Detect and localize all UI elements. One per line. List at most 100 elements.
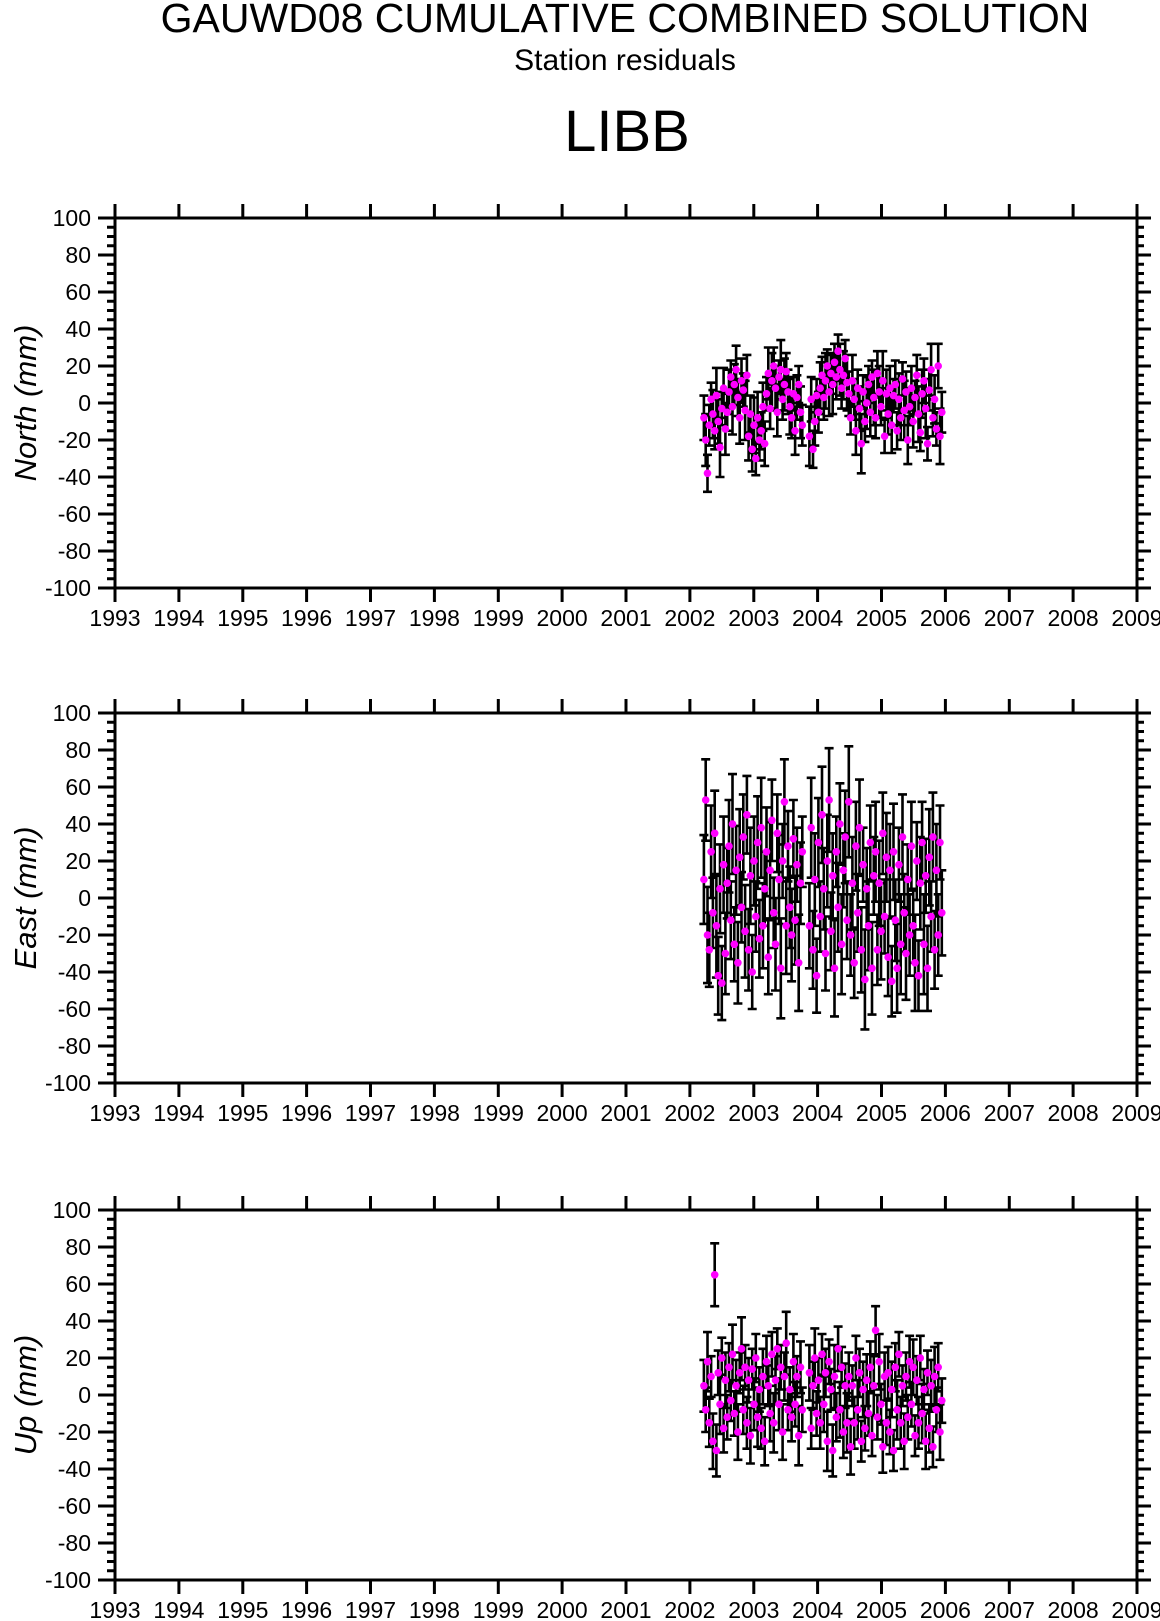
axis-ticks — [98, 1196, 1151, 1594]
data-point — [889, 1446, 898, 1455]
data-point — [929, 833, 937, 841]
data-point — [762, 390, 771, 398]
data-point — [750, 857, 758, 865]
data-point — [836, 365, 844, 374]
y-tick-label: 40 — [65, 811, 91, 837]
data-point — [794, 380, 803, 389]
data-point — [834, 903, 842, 912]
data-point — [701, 1406, 710, 1414]
data-point — [760, 885, 769, 893]
x-tick-label: 2003 — [728, 1597, 779, 1621]
y-tick-label: 60 — [65, 1271, 91, 1297]
y-tick-label: 80 — [65, 737, 91, 763]
data-point — [700, 875, 708, 884]
data-point — [703, 469, 712, 478]
data-point — [796, 408, 805, 417]
data-point — [921, 1437, 930, 1446]
data-point — [913, 1376, 921, 1384]
data-point — [873, 946, 882, 954]
data-point — [784, 1406, 792, 1414]
data-point — [855, 1369, 864, 1377]
data-point — [793, 1372, 801, 1381]
data-point — [727, 916, 735, 924]
y-tick-label: -100 — [45, 575, 91, 601]
data-point — [911, 1431, 919, 1440]
data-point — [837, 940, 846, 949]
data-point — [914, 971, 923, 980]
data-point — [871, 1326, 880, 1335]
data-point — [862, 399, 871, 407]
data-point — [925, 1424, 934, 1433]
data-point — [886, 866, 894, 875]
data-point — [816, 384, 824, 393]
x-tick-label: 1997 — [345, 605, 396, 631]
x-tick-label: 2001 — [600, 1100, 651, 1126]
data-point — [752, 454, 760, 463]
data-point — [787, 931, 796, 939]
data-point — [850, 395, 858, 404]
data-point — [701, 436, 710, 444]
data-point — [746, 872, 755, 880]
data-point — [719, 1424, 728, 1433]
data-point — [848, 377, 857, 385]
x-tick-label: 2008 — [1048, 1100, 1099, 1126]
data-point — [766, 404, 774, 413]
y-tick-label: -40 — [58, 464, 91, 490]
data-point — [893, 427, 901, 435]
x-tick-label: 1996 — [281, 1100, 332, 1126]
data-point — [796, 879, 805, 887]
data-point — [780, 380, 789, 389]
data-point — [812, 971, 821, 980]
data-point — [825, 796, 833, 804]
data-point — [877, 1400, 885, 1409]
data-point — [907, 842, 916, 850]
y-tick-label: 0 — [78, 390, 91, 416]
data-point — [768, 1350, 776, 1359]
data-point — [857, 946, 866, 954]
up-panel: 1993 1994 1995 1996 1997 1998 1999 2000 2001 2002… — [45, 1196, 1160, 1621]
data-point — [896, 414, 905, 422]
x-tick-label: 1994 — [153, 1597, 204, 1621]
data-point — [905, 1357, 914, 1366]
error-bars — [699, 333, 947, 494]
x-tick-label: 1999 — [473, 605, 524, 631]
data-points — [700, 347, 946, 478]
data-point — [862, 885, 871, 893]
data-point — [879, 377, 887, 385]
data-point — [766, 866, 774, 875]
data-point — [900, 1437, 908, 1446]
data-point — [735, 414, 744, 422]
data-point — [853, 1406, 862, 1414]
data-point — [857, 439, 866, 448]
x-tick-label: 2007 — [984, 1100, 1035, 1126]
data-point — [782, 367, 790, 376]
data-point — [773, 408, 782, 417]
data-point — [714, 417, 722, 426]
data-point — [744, 946, 753, 954]
x-tick-label: 2007 — [984, 605, 1035, 631]
y-tick-label: 20 — [65, 1345, 91, 1371]
data-point — [916, 1354, 925, 1362]
data-point — [805, 432, 814, 441]
data-point — [737, 377, 746, 385]
x-tick-label: 1995 — [217, 1100, 268, 1126]
data-point — [927, 365, 935, 374]
data-point — [709, 1437, 717, 1446]
y-tick-label: -40 — [58, 1456, 91, 1482]
data-point — [743, 371, 751, 380]
y-tick-label: -60 — [58, 1493, 91, 1519]
data-point — [725, 388, 733, 396]
data-point — [725, 842, 733, 850]
data-point — [714, 971, 722, 980]
data-point — [875, 879, 883, 887]
data-point — [907, 384, 916, 393]
data-point — [753, 838, 762, 847]
data-point — [712, 1446, 721, 1455]
data-point — [845, 798, 853, 806]
data-point — [707, 395, 715, 404]
data-point — [887, 977, 896, 986]
data-point — [918, 390, 926, 398]
data-point — [879, 829, 887, 838]
data-point — [755, 436, 764, 444]
data-point — [841, 354, 849, 363]
